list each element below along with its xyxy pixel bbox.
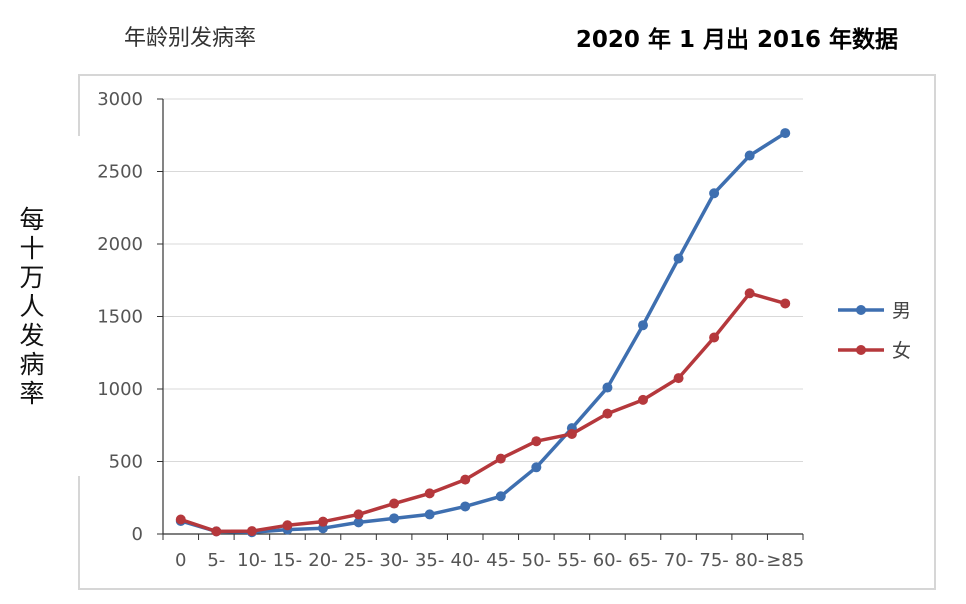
x-tick-label: 70- xyxy=(664,550,693,571)
y-axis-label-char: 病 xyxy=(19,350,45,379)
y-tick-label: 500 xyxy=(109,452,143,473)
x-tick-label: ≥85 xyxy=(766,550,804,571)
data-point-1 xyxy=(246,526,257,537)
y-axis-label: 每 十 万 人 发 病 率 xyxy=(14,205,50,408)
x-tick-label: 75- xyxy=(699,550,728,571)
data-point-1 xyxy=(744,288,755,299)
x-tick-label: 45- xyxy=(486,550,515,571)
data-point-1 xyxy=(673,373,684,384)
series-line-1 xyxy=(179,291,787,534)
data-point-1 xyxy=(460,474,471,485)
x-tick-label: 65- xyxy=(628,550,657,571)
y-tick-label: 2000 xyxy=(97,234,143,255)
data-point-1 xyxy=(495,453,506,464)
x-tick-label: 15- xyxy=(273,550,302,571)
data-point-1 xyxy=(566,428,577,439)
x-tick-label: 40- xyxy=(451,550,480,571)
y-tick-label: 3000 xyxy=(97,89,143,110)
x-tick-label: 80- xyxy=(735,550,764,571)
data-point-0 xyxy=(638,320,648,331)
data-point-0 xyxy=(460,501,471,512)
x-tick-label: 60- xyxy=(593,550,622,571)
data-point-0 xyxy=(673,253,684,264)
data-point-1 xyxy=(353,509,364,520)
data-point-0 xyxy=(709,188,720,199)
data-point-1 xyxy=(175,514,186,525)
legend-marker xyxy=(856,305,866,315)
data-point-0 xyxy=(424,509,435,520)
y-axis-label-char: 万 xyxy=(19,263,45,292)
data-point-1 xyxy=(424,488,435,499)
data-point-1 xyxy=(318,516,328,527)
y-axis-label-char: 每 xyxy=(19,205,45,234)
x-tick-label: 20- xyxy=(308,550,337,571)
series-line-0 xyxy=(179,131,787,535)
chart-title: 年龄别发病率 xyxy=(124,26,257,51)
data-point-1 xyxy=(531,436,542,447)
legend-marker xyxy=(856,345,866,355)
x-tick-label: 30- xyxy=(379,550,408,571)
data-point-1 xyxy=(780,298,791,309)
data-point-0 xyxy=(744,150,755,161)
x-tick-label: 25- xyxy=(344,550,373,571)
y-axis-label-char: 发 xyxy=(19,321,45,350)
data-point-1 xyxy=(282,520,293,531)
y-tick-label: 2500 xyxy=(97,162,143,183)
y-axis-label-char: 率 xyxy=(19,379,45,408)
data-point-1 xyxy=(709,332,720,343)
y-axis-label-char: 人 xyxy=(19,292,45,321)
data-point-0 xyxy=(780,128,791,139)
data-point-1 xyxy=(638,394,648,405)
data-point-1 xyxy=(211,526,222,537)
legend-label: 男 xyxy=(892,300,911,322)
y-tick-label: 1000 xyxy=(97,379,143,400)
y-tick-label: 0 xyxy=(132,524,143,545)
y-axis-label-char: 十 xyxy=(19,234,45,263)
x-tick-label: 50- xyxy=(522,550,551,571)
x-tick-label: 35- xyxy=(415,550,444,571)
data-point-0 xyxy=(602,382,613,393)
chart-subtitle: 2020 年 1 月出 2016 年数据 xyxy=(575,27,898,53)
data-point-0 xyxy=(531,462,542,473)
x-tick-label: 10- xyxy=(237,550,266,571)
frame-gap xyxy=(74,136,82,476)
legend-label: 女 xyxy=(892,340,911,362)
data-point-0 xyxy=(495,491,506,502)
x-tick-label: 5- xyxy=(207,550,225,571)
x-tick-label: 55- xyxy=(557,550,586,571)
data-point-0 xyxy=(353,517,364,528)
data-point-0 xyxy=(389,513,400,524)
data-point-1 xyxy=(389,498,400,509)
x-tick-label: 0 xyxy=(175,550,186,571)
data-point-1 xyxy=(602,408,613,419)
y-tick-label: 1500 xyxy=(97,307,143,328)
